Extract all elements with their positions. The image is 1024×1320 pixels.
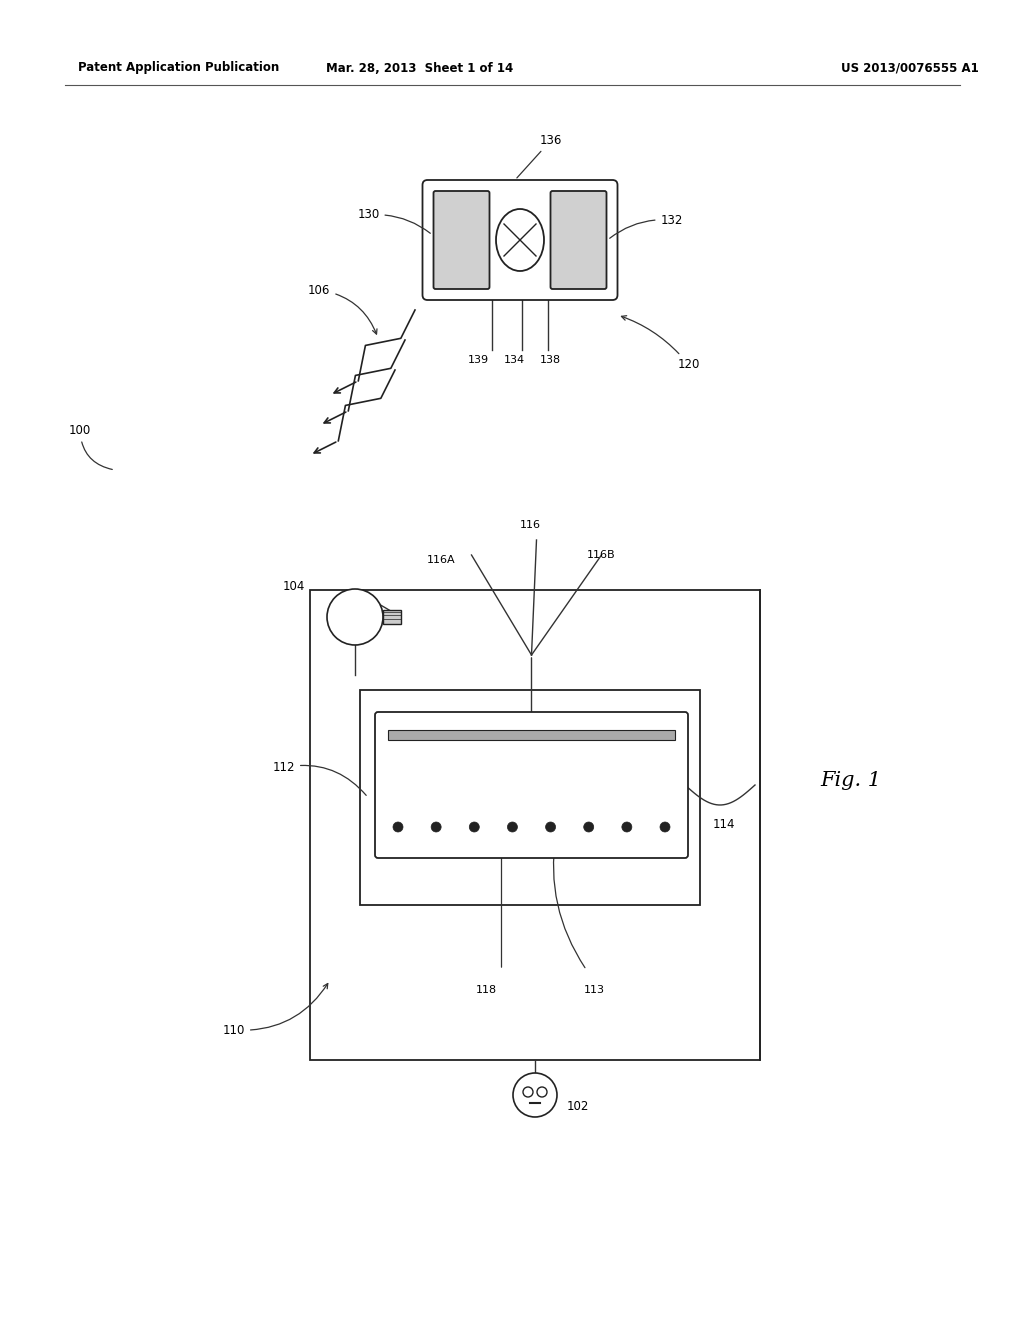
Circle shape: [622, 822, 632, 832]
Text: 102: 102: [567, 1101, 590, 1114]
Text: 130: 130: [357, 209, 430, 234]
Text: 116: 116: [519, 520, 541, 531]
Bar: [388, 730, 675, 741]
Text: 132: 132: [609, 214, 683, 239]
Bar: [383, 610, 401, 624]
Circle shape: [327, 589, 383, 645]
Text: 113: 113: [584, 985, 604, 995]
Text: 112: 112: [272, 762, 367, 796]
Text: 110: 110: [222, 983, 328, 1036]
Circle shape: [584, 822, 594, 832]
Circle shape: [546, 822, 556, 832]
Text: Fig. 1: Fig. 1: [820, 771, 881, 789]
Circle shape: [660, 822, 670, 832]
Circle shape: [393, 822, 403, 832]
Text: 134: 134: [504, 355, 524, 366]
Text: 116B: 116B: [587, 550, 615, 560]
Circle shape: [469, 822, 479, 832]
Text: 100: 100: [69, 424, 113, 470]
Text: 106: 106: [308, 284, 377, 334]
Text: 118: 118: [475, 985, 497, 995]
Circle shape: [431, 822, 441, 832]
Text: 138: 138: [540, 355, 560, 366]
Text: 120: 120: [622, 315, 699, 371]
Text: 114: 114: [713, 818, 735, 832]
Text: Patent Application Publication: Patent Application Publication: [78, 62, 280, 74]
FancyBboxPatch shape: [375, 711, 688, 858]
Circle shape: [523, 1086, 534, 1097]
Circle shape: [513, 1073, 557, 1117]
Text: US 2013/0076555 A1: US 2013/0076555 A1: [841, 62, 979, 74]
Circle shape: [508, 822, 517, 832]
FancyBboxPatch shape: [423, 180, 617, 300]
Text: 116A: 116A: [427, 554, 455, 565]
FancyBboxPatch shape: [551, 191, 606, 289]
Bar: [360, 690, 700, 906]
Text: Mar. 28, 2013  Sheet 1 of 14: Mar. 28, 2013 Sheet 1 of 14: [327, 62, 514, 74]
Text: 104: 104: [283, 581, 305, 594]
Circle shape: [537, 1086, 547, 1097]
Ellipse shape: [496, 209, 544, 271]
Bar: [310, 590, 760, 1060]
FancyBboxPatch shape: [433, 191, 489, 289]
Text: 139: 139: [467, 355, 488, 366]
Text: 136: 136: [517, 133, 562, 178]
